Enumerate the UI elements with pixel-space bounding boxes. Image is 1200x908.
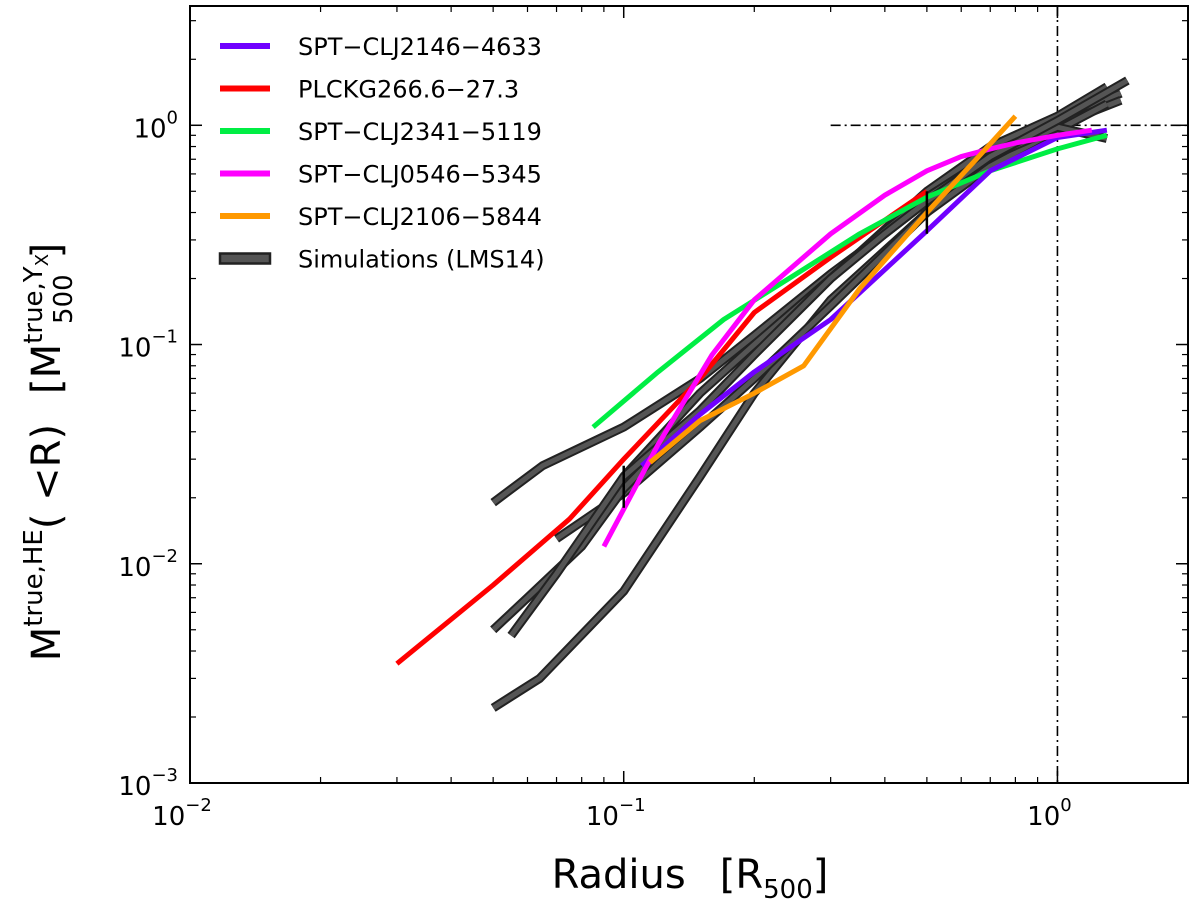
series-layer bbox=[395, 76, 1130, 712]
series-line-plckg266-6-27-3 bbox=[395, 189, 929, 666]
simulation-line-6 bbox=[622, 78, 1129, 479]
x-tick-label-base: 10 bbox=[586, 802, 619, 832]
legend-label-simulations-lms14-: Simulations (LMS14) bbox=[298, 246, 545, 274]
y-tick-label: 10−2 bbox=[118, 546, 178, 583]
simulation-line-outline-1 bbox=[490, 89, 1123, 712]
simulation-line-outline-5 bbox=[507, 122, 1108, 639]
error-bars bbox=[622, 191, 929, 508]
simulation-line-1 bbox=[491, 90, 1122, 711]
y-tick-label-exp: −3 bbox=[151, 765, 178, 786]
x-tick-label-base: 10 bbox=[1027, 802, 1060, 832]
x-tick-label-exp: 0 bbox=[1060, 795, 1071, 816]
x-tick-label: 10−1 bbox=[586, 795, 646, 832]
y-tick-label-base: 10 bbox=[118, 553, 151, 583]
y-tick-label-exp: 0 bbox=[167, 107, 178, 128]
series-line-spt-clj0546-5345 bbox=[601, 127, 1093, 548]
x-axis-title-main: Radius bbox=[552, 852, 686, 898]
x-axis-title-bracket-close: ] bbox=[813, 852, 829, 898]
y-tick-label-base: 10 bbox=[133, 114, 166, 144]
y-tick-label: 100 bbox=[133, 107, 178, 144]
x-axis-title-sub: 500 bbox=[763, 875, 813, 905]
plot-frame bbox=[189, 5, 1189, 784]
x-tick-label-exp: −2 bbox=[185, 795, 212, 816]
y-axis-title-m: M bbox=[24, 627, 70, 662]
y-tick-label-exp: −1 bbox=[151, 327, 178, 348]
x-axis-title-bracket-open: [R bbox=[720, 852, 763, 898]
y-axis-title-sub2: 500 bbox=[49, 274, 79, 324]
simulation-line-3 bbox=[555, 101, 1109, 541]
y-axis-title-bracket-close: ] bbox=[24, 243, 70, 259]
y-tick-label: 10−1 bbox=[118, 327, 178, 364]
simulation-line-5 bbox=[509, 124, 1108, 638]
series-line-spt-clj2341-5119 bbox=[591, 132, 1108, 430]
x-tick-label-exp: −1 bbox=[619, 795, 646, 816]
legend-label-spt-clj2341-5119: SPT−CLJ2341−5119 bbox=[298, 118, 542, 146]
y-tick-label-exp: −2 bbox=[151, 546, 178, 567]
legend-swatch-simulations-lms14- bbox=[218, 252, 272, 265]
series-line-spt-clj2106-5844 bbox=[648, 114, 1018, 465]
x-axis-title: Radius [R500] bbox=[552, 852, 829, 905]
y-tick-label: 10−3 bbox=[118, 765, 178, 802]
y-axis-title-sup: true,HE bbox=[19, 529, 49, 627]
legend-label-spt-clj2146-4633: SPT−CLJ2146−4633 bbox=[298, 33, 542, 61]
x-tick-label: 10−2 bbox=[152, 795, 212, 832]
x-tick-label: 100 bbox=[1027, 795, 1072, 832]
y-axis-title-sup2: true,Y bbox=[19, 266, 49, 344]
legend: SPT−CLJ2146−4633 PLCKG266.6−27.3 SPT−CLJ23… bbox=[218, 33, 545, 274]
y-axis-title-bracket-open: [M bbox=[24, 344, 70, 394]
legend-label-spt-clj0546-5345: SPT−CLJ0546−5345 bbox=[298, 161, 542, 189]
y-axis-title-sup2-sub: X bbox=[32, 254, 53, 266]
legend-label-plckg266-6-27-3: PLCKG266.6−27.3 bbox=[298, 76, 519, 104]
x-tick-label-base: 10 bbox=[152, 802, 185, 832]
series-line-spt-clj2146-4633 bbox=[640, 127, 1108, 468]
y-tick-label-base: 10 bbox=[118, 334, 151, 364]
simulation-line-outline-4 bbox=[490, 82, 1110, 634]
y-tick-label-base: 10 bbox=[118, 772, 151, 802]
legend-label-spt-clj2106-5844: SPT−CLJ2106−5844 bbox=[298, 203, 542, 231]
y-axis-title-mid: ( <R) bbox=[24, 424, 70, 529]
y-axis-title: Mtrue,HE( <R) [Mtrue,YX 500] bbox=[19, 243, 79, 662]
